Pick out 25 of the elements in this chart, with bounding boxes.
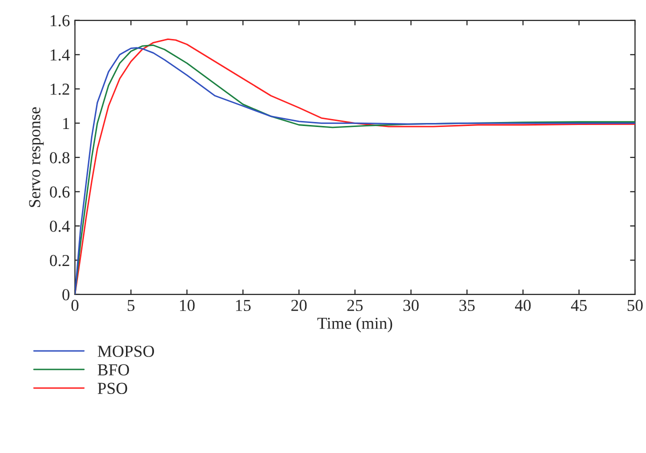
x-tick-label: 15 <box>236 300 251 312</box>
y-tick-label: 1.2 <box>50 84 70 95</box>
x-tick-label: 35 <box>459 300 475 312</box>
y-tick-label: 0.8 <box>50 152 70 164</box>
legend-label: BFO <box>98 364 129 376</box>
y-tick-label: 0.2 <box>50 254 70 266</box>
y-axis-title: Servo response <box>29 107 44 207</box>
y-tick-label: 1 <box>63 118 70 129</box>
x-tick-label: 20 <box>291 300 307 312</box>
x-tick-label: 45 <box>571 300 587 312</box>
x-tick-label: 40 <box>514 300 531 312</box>
x-tick-label: 5 <box>128 300 134 312</box>
y-tick-label: 1.6 <box>50 15 70 26</box>
x-axis-title: Time (min) <box>317 317 392 332</box>
y-tick-label: 0.4 <box>50 220 70 232</box>
legend-label: PSO <box>98 382 128 394</box>
legend-label: MOPSO <box>98 346 154 357</box>
y-tick-label: 1.4 <box>50 49 70 61</box>
x-tick-label: 0 <box>71 300 78 312</box>
x-tick-label: 10 <box>180 300 195 312</box>
x-tick-label: 50 <box>628 300 643 312</box>
y-tick-label: 0 <box>62 289 70 300</box>
y-tick-label: 0.6 <box>50 186 70 198</box>
x-tick-label: 30 <box>403 300 419 312</box>
x-tick-label: 25 <box>347 300 363 312</box>
